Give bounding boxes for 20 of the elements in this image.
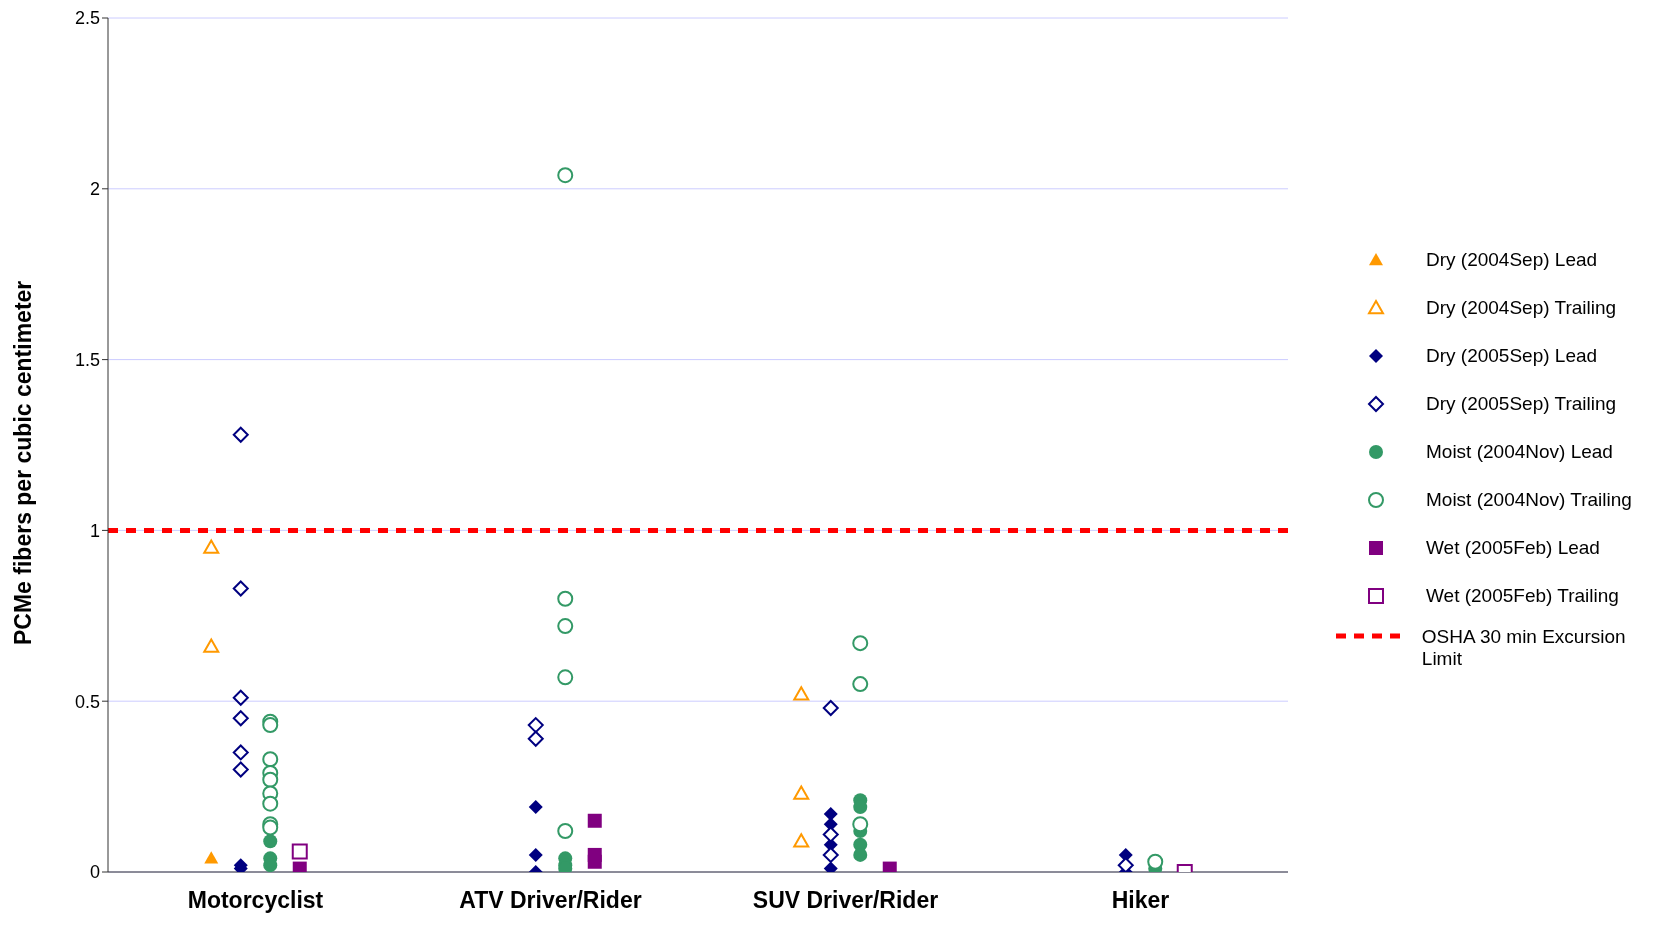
x-tick-label: Hiker — [1111, 887, 1170, 914]
legend-label: Wet (2005Feb) Lead — [1426, 537, 1600, 559]
x-tick-label: Motorcyclist — [187, 887, 324, 914]
y-tick-label: 0.5 — [74, 691, 100, 712]
legend-label: Dry (2004Sep) Trailing — [1426, 297, 1617, 319]
legend-label: Moist (2004Nov) Trailing — [1426, 489, 1632, 511]
legend-label: Dry (2004Sep) Lead — [1426, 249, 1598, 271]
legend-label: Moist (2004Nov) Lead — [1426, 441, 1613, 463]
y-tick-label: 2 — [89, 179, 100, 200]
y-tick-label: 1.5 — [74, 349, 100, 370]
legend-label: Dry (2005Sep) Lead — [1426, 345, 1598, 367]
x-tick-label: SUV Driver/Rider — [752, 887, 939, 914]
y-tick-label: 1 — [89, 520, 100, 541]
y-axis-title: PCMe fibers per cubic centimeter — [10, 280, 37, 645]
legend-label: OSHA 30 min Excursion Limit — [1421, 626, 1627, 670]
legend-label: Dry (2005Sep) Trailing — [1426, 393, 1617, 415]
y-tick-label: 2.5 — [74, 8, 100, 29]
legend-label: Wet (2005Feb) Trailing — [1426, 585, 1619, 607]
y-tick-label: 0 — [89, 862, 100, 883]
x-tick-label: ATV Driver/Rider — [459, 887, 642, 914]
